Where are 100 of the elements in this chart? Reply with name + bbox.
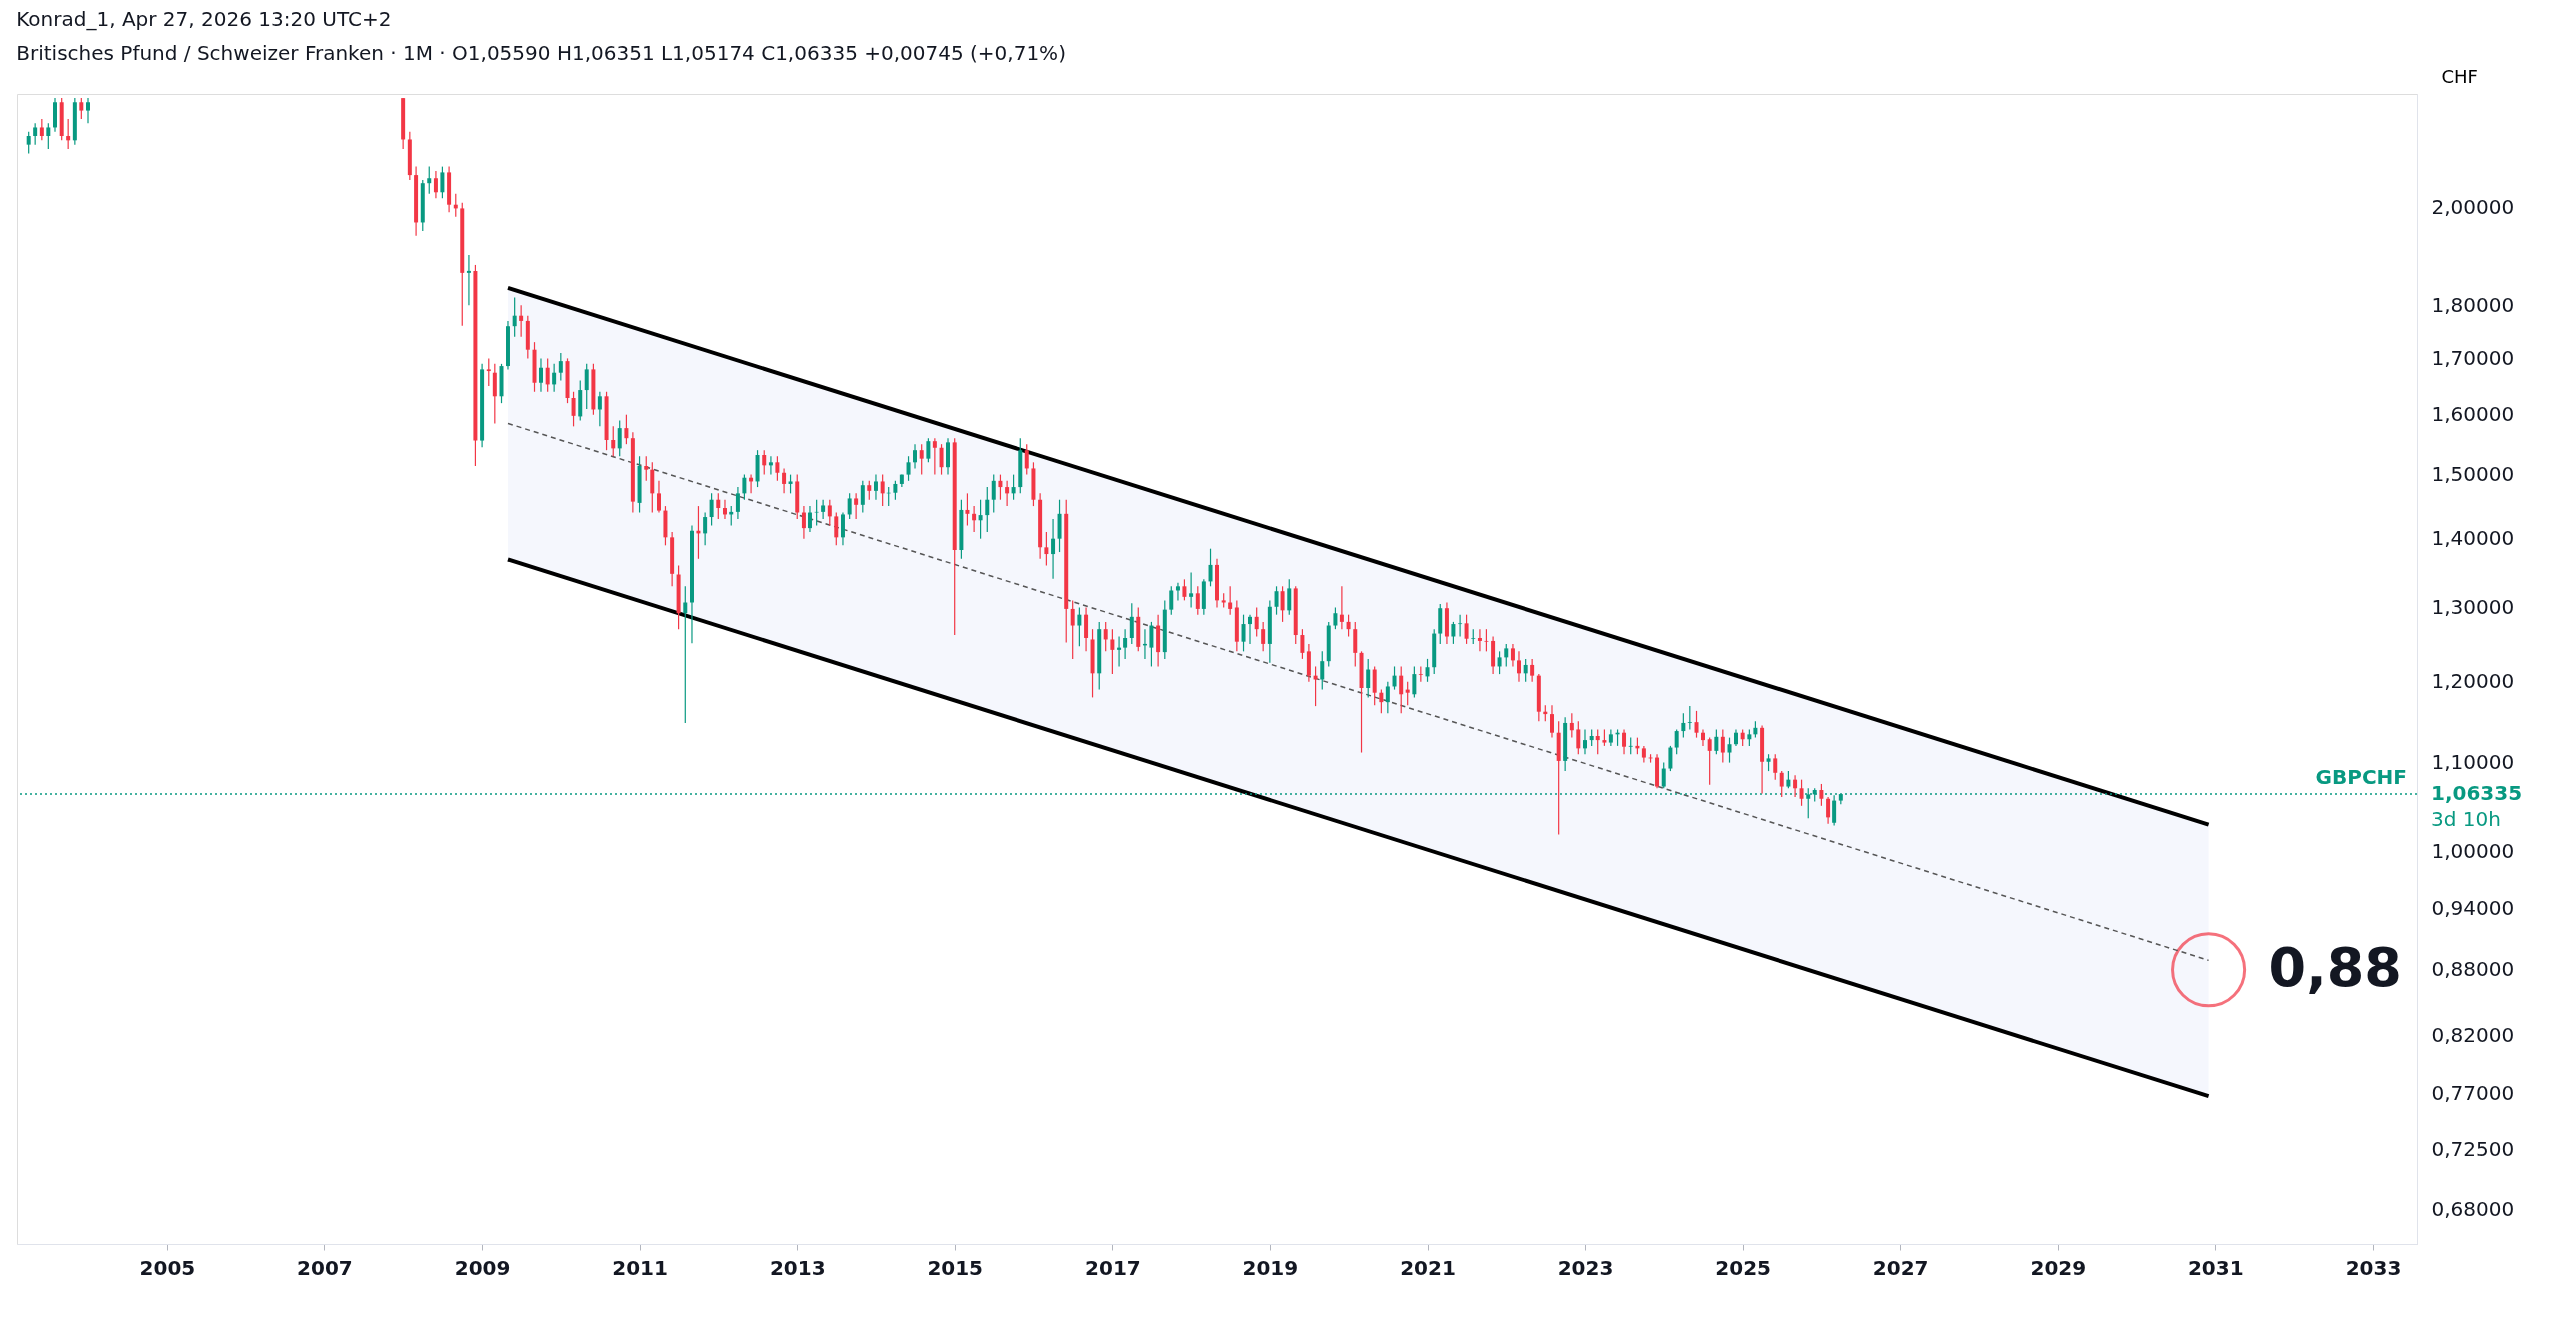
candlestick bbox=[558, 352, 563, 382]
candlestick bbox=[1392, 665, 1397, 691]
y-tick-label: 1,70000 bbox=[2431, 345, 2515, 370]
candlestick bbox=[1372, 665, 1377, 706]
candlestick bbox=[1175, 582, 1180, 601]
candlestick bbox=[1169, 585, 1174, 616]
candlestick bbox=[1385, 681, 1390, 714]
candlestick bbox=[939, 443, 944, 476]
candlestick bbox=[1569, 712, 1574, 739]
candlestick bbox=[867, 480, 872, 501]
candlestick bbox=[1103, 621, 1108, 652]
candlestick bbox=[1484, 628, 1489, 652]
candlestick bbox=[1333, 606, 1338, 630]
y-tick-label: 1,30000 bbox=[2431, 594, 2515, 619]
candlestick bbox=[1458, 614, 1463, 638]
candlestick bbox=[1576, 720, 1581, 755]
candlestick bbox=[1084, 606, 1089, 652]
candlestick bbox=[1412, 665, 1417, 699]
candlestick bbox=[913, 443, 918, 470]
candlestick bbox=[1300, 628, 1305, 660]
y-tick-label: 0,68000 bbox=[2431, 1196, 2515, 1221]
ref-line-label: GBPCHF bbox=[2315, 765, 2407, 790]
candlestick bbox=[1707, 737, 1712, 786]
candlestick bbox=[46, 122, 51, 150]
candlestick bbox=[1464, 614, 1469, 645]
candlestick bbox=[1261, 621, 1266, 652]
candlestick bbox=[440, 166, 445, 199]
candlestick bbox=[775, 455, 780, 482]
x-tick-label: 2011 bbox=[612, 1255, 668, 1280]
candlestick bbox=[1510, 643, 1515, 668]
candlestick bbox=[1339, 585, 1344, 630]
candlestick bbox=[854, 492, 859, 520]
candlestick bbox=[683, 585, 688, 724]
candlestick bbox=[1727, 737, 1732, 764]
candlestick bbox=[1549, 704, 1554, 739]
annotation: 0,88 bbox=[2268, 935, 2402, 999]
candlestick bbox=[466, 254, 471, 306]
candlestick bbox=[1477, 628, 1482, 652]
candlestick bbox=[1195, 585, 1200, 616]
candlestick bbox=[1005, 480, 1010, 507]
y-tick-label: 1,00000 bbox=[2431, 838, 2515, 863]
candlestick bbox=[742, 474, 747, 501]
x-tick-label: 2013 bbox=[769, 1255, 826, 1280]
y-tick-label: 1,20000 bbox=[2431, 669, 2515, 694]
y-tick-label: 1,40000 bbox=[2431, 526, 2515, 551]
x-tick-label: 2017 bbox=[1085, 1255, 1141, 1280]
candlestick bbox=[1379, 688, 1384, 714]
candlestick bbox=[827, 499, 832, 527]
candlestick bbox=[880, 474, 885, 507]
candlestick bbox=[650, 461, 655, 514]
y-tick-label: 0,77000 bbox=[2431, 1081, 2515, 1106]
candlestick bbox=[860, 480, 865, 514]
x-tick-label: 2029 bbox=[2030, 1255, 2087, 1280]
candlestick bbox=[1681, 712, 1686, 739]
candlestick bbox=[597, 391, 602, 427]
candlestick bbox=[814, 499, 819, 527]
candlestick bbox=[893, 480, 898, 501]
candlestick bbox=[1799, 779, 1804, 807]
candlestick bbox=[998, 474, 1003, 501]
candlestick bbox=[1320, 650, 1325, 691]
candlestick bbox=[66, 118, 71, 150]
candlestick bbox=[617, 419, 622, 457]
y-tick-label: 1,10000 bbox=[2431, 750, 2515, 775]
candlestick bbox=[644, 455, 649, 482]
y-tick-label: 1,50000 bbox=[2431, 462, 2515, 487]
candlestick bbox=[1530, 658, 1535, 683]
candlestick bbox=[919, 443, 924, 476]
candlestick bbox=[762, 449, 767, 476]
y-tick-label: 2,00000 bbox=[2431, 194, 2515, 219]
y-tick-label: 1,80000 bbox=[2431, 292, 2515, 317]
candlestick bbox=[492, 363, 497, 425]
candlestick bbox=[965, 492, 970, 527]
candlestick bbox=[703, 511, 708, 546]
candlestick bbox=[716, 492, 721, 520]
candlestick bbox=[906, 455, 911, 482]
candlestick bbox=[79, 97, 84, 120]
candlestick bbox=[1129, 602, 1134, 645]
x-tick-label: 2005 bbox=[139, 1255, 196, 1280]
candlestick bbox=[1274, 585, 1279, 616]
y-tick-label: 1,60000 bbox=[2431, 402, 2515, 427]
candlestick bbox=[1582, 728, 1587, 755]
candlestick bbox=[1451, 621, 1456, 645]
candlestick bbox=[1123, 628, 1128, 660]
x-tick-label: 2027 bbox=[1872, 1255, 1929, 1280]
candlestick bbox=[584, 363, 589, 410]
candlestick bbox=[1622, 728, 1627, 755]
candlestick bbox=[1595, 728, 1600, 755]
candlestick bbox=[26, 131, 31, 154]
candlestick bbox=[1228, 585, 1233, 616]
chart-subtitle: Britisches Pfund / Schweizer Franken · 1M · O1,05590 H1,06351 L1,05174 C1,06335 +0,00745 (+0,71%) bbox=[16, 41, 1066, 65]
candlestick bbox=[1110, 628, 1115, 675]
x-tick-label: 2015 bbox=[927, 1255, 984, 1280]
candlestick bbox=[1149, 621, 1154, 668]
candlestick bbox=[1280, 585, 1285, 623]
candlestick bbox=[1779, 770, 1784, 798]
candlestick bbox=[1497, 650, 1502, 675]
candlestick bbox=[1523, 658, 1528, 683]
x-tick-label: 2009 bbox=[454, 1255, 511, 1280]
candlestick bbox=[1011, 474, 1016, 501]
x-tick-label: 2021 bbox=[1400, 1255, 1456, 1280]
